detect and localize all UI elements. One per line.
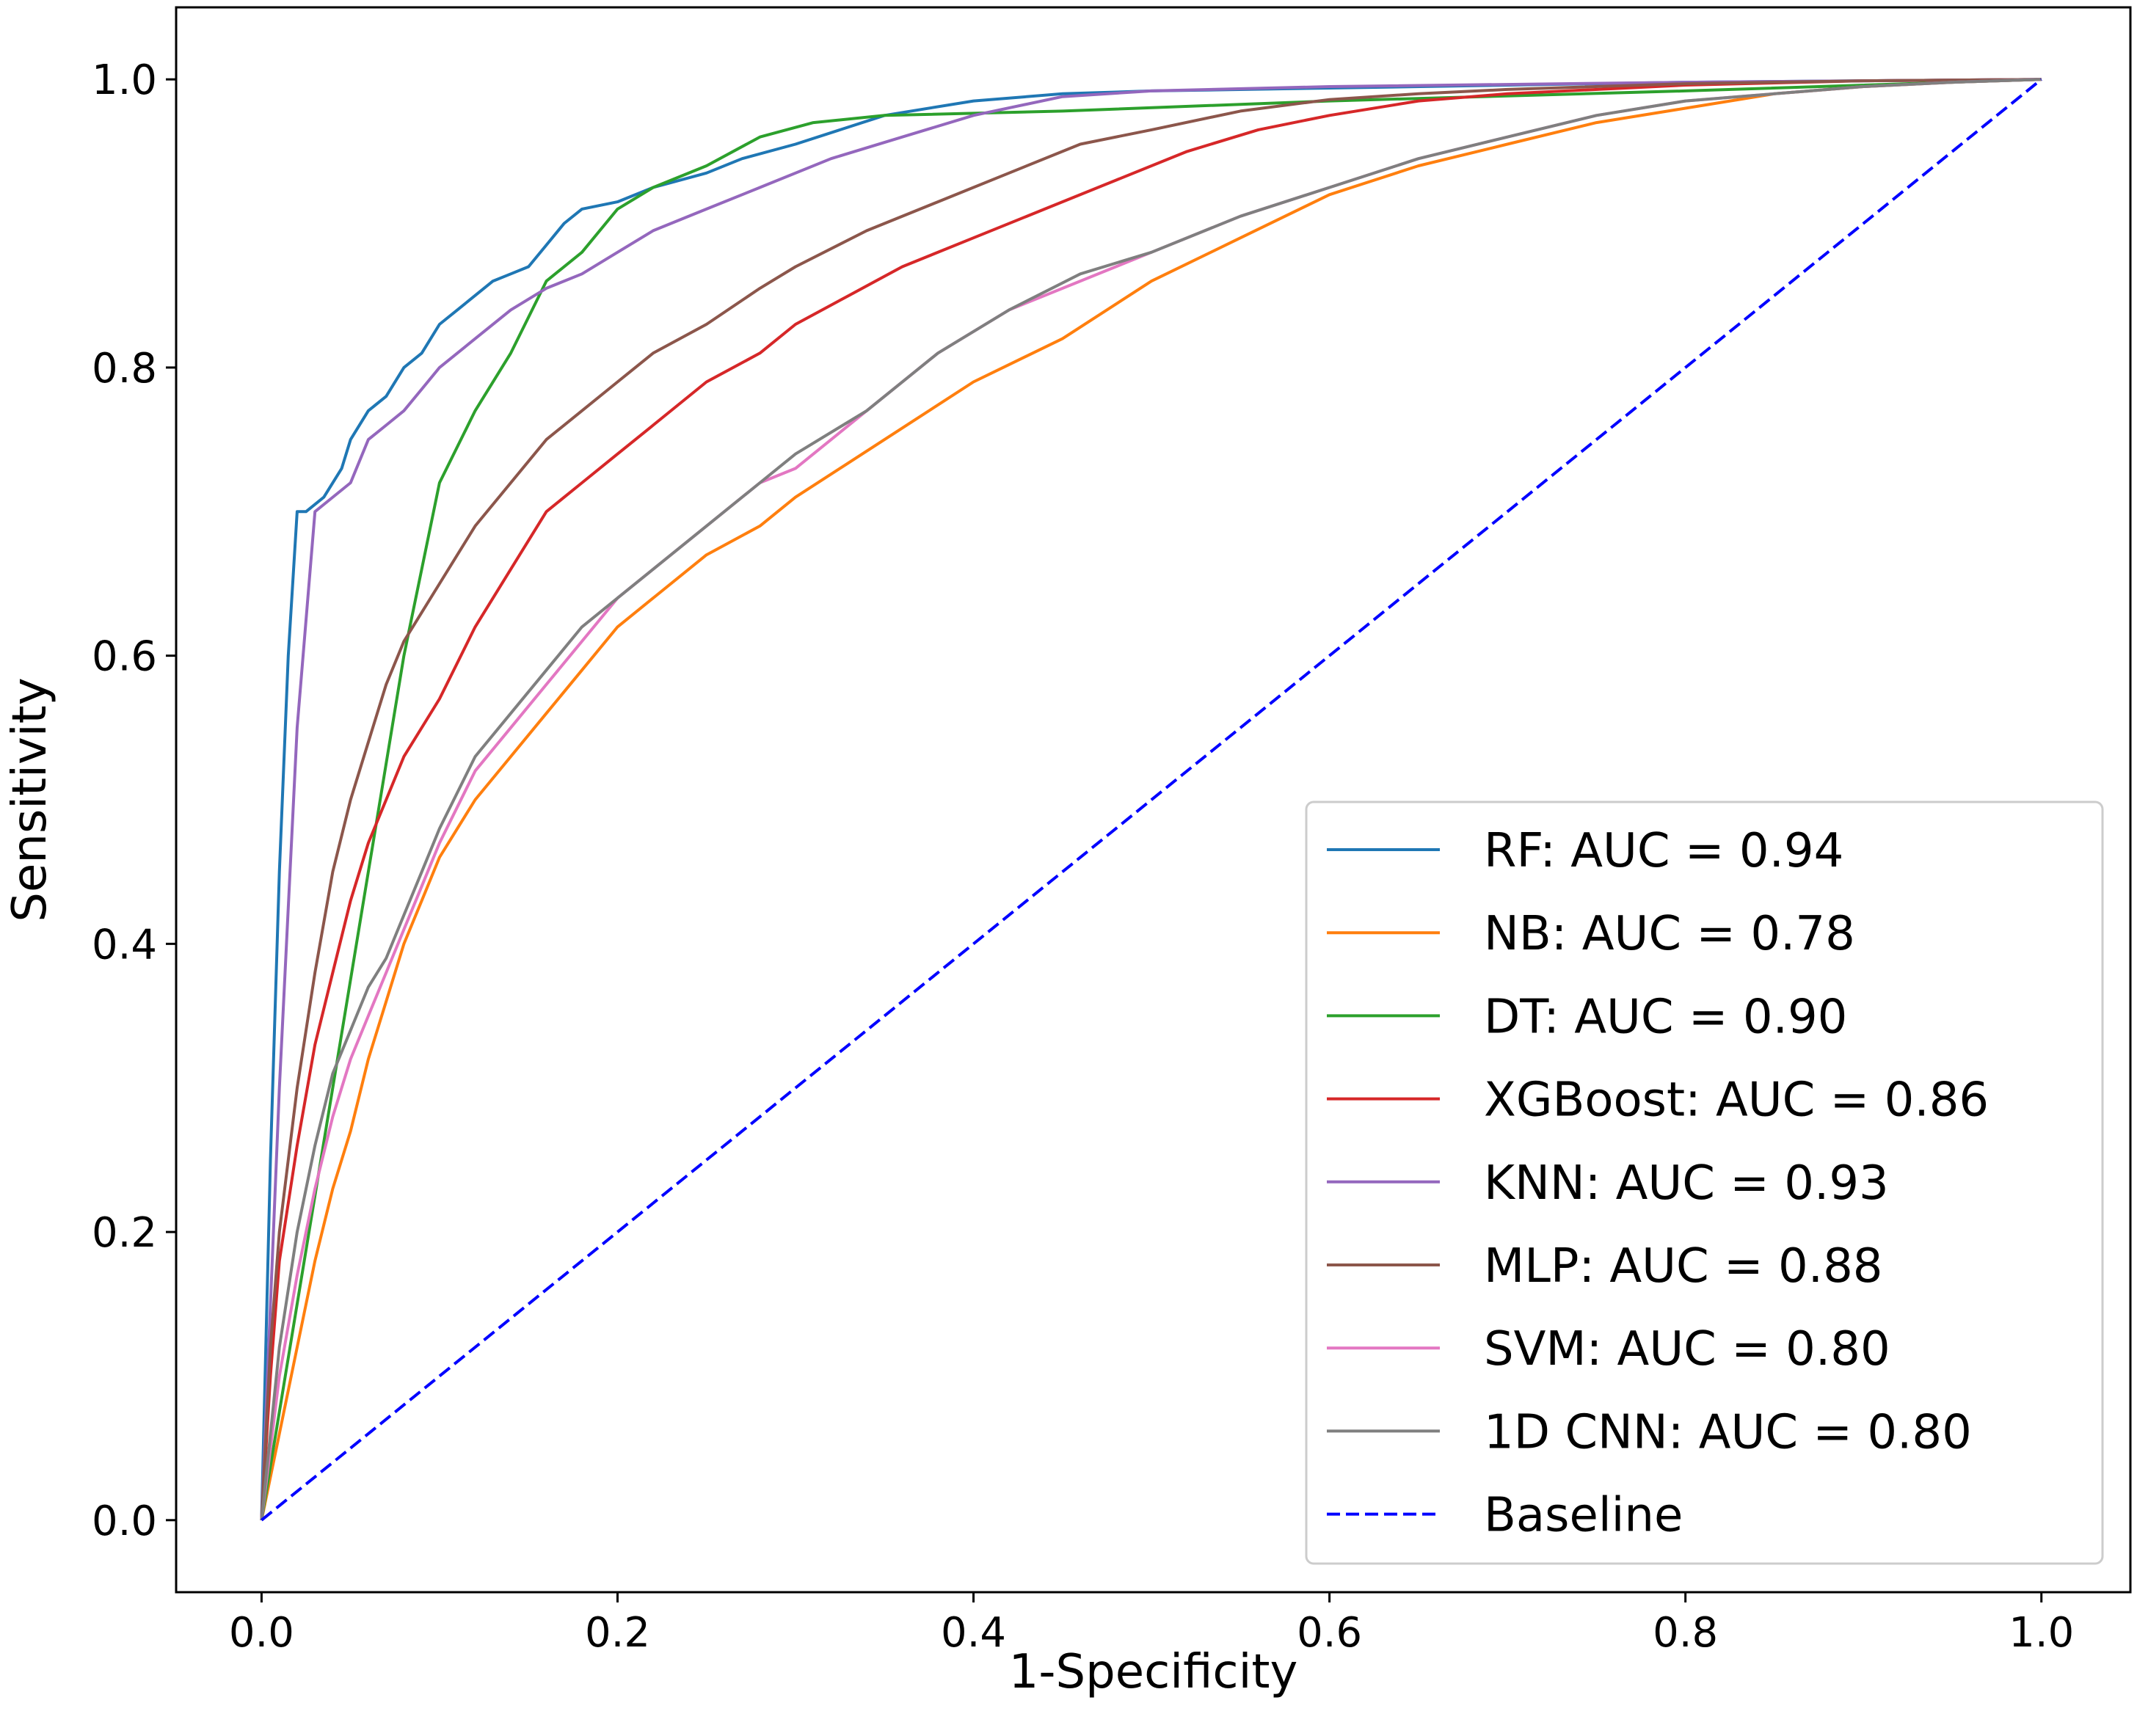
x-tick-label: 0.0 [229,1609,294,1657]
legend: RF: AUC = 0.94 NB: AUC = 0.78 DT: AUC = 0.… [1305,800,2104,1565]
series-line-1 [260,78,2042,1521]
legend-label: MLP: AUC = 0.88 [1484,1239,1883,1294]
legend-label: SVM: AUC = 0.80 [1484,1322,1890,1376]
x-axis-ticks: 0.0 0.2 0.4 0.6 0.8 1.0 [229,1592,2074,1657]
x-tick-label: 0.2 [585,1609,650,1657]
series-line-0 [260,78,2042,1520]
series-line-7 [260,78,2042,1521]
y-tick-label: 0.0 [92,1498,157,1545]
plot-frame [175,6,2132,1594]
legend-label: KNN: AUC = 0.93 [1484,1156,1889,1211]
legend-label: Baseline [1484,1489,1683,1543]
x-tick-label: 0.4 [941,1609,1006,1657]
y-axis-ticks: 0.0 0.2 0.4 0.6 0.8 1.0 [92,56,176,1545]
legend-label: 1D CNN: AUC = 0.80 [1484,1405,1972,1459]
series-lines [260,78,2042,1522]
x-tick-label: 0.6 [1297,1609,1362,1657]
legend-box [1305,800,2104,1565]
x-tick-label: 1.0 [2009,1609,2074,1657]
series-line-8 [261,78,2042,1522]
legend-label: RF: AUC = 0.94 [1484,824,1843,878]
y-axis-label: Sensitivity [3,677,57,922]
series-line-3 [260,78,2042,1520]
series-line-5 [260,78,2042,1520]
y-tick-label: 0.6 [92,633,157,681]
x-axis-label: 1-Specificity [1009,1645,1298,1699]
y-tick-label: 0.4 [92,921,157,969]
legend-label: XGBoost: AUC = 0.86 [1484,1073,1989,1128]
x-tick-label: 0.8 [1653,1609,1718,1657]
legend-label: DT: AUC = 0.90 [1484,990,1847,1044]
series-line-2 [260,78,2042,1521]
y-tick-label: 0.8 [92,345,157,393]
legend-label: NB: AUC = 0.78 [1484,907,1855,961]
series-line-4 [260,78,2042,1520]
y-tick-label: 0.2 [92,1209,157,1257]
y-tick-label: 1.0 [92,56,157,104]
